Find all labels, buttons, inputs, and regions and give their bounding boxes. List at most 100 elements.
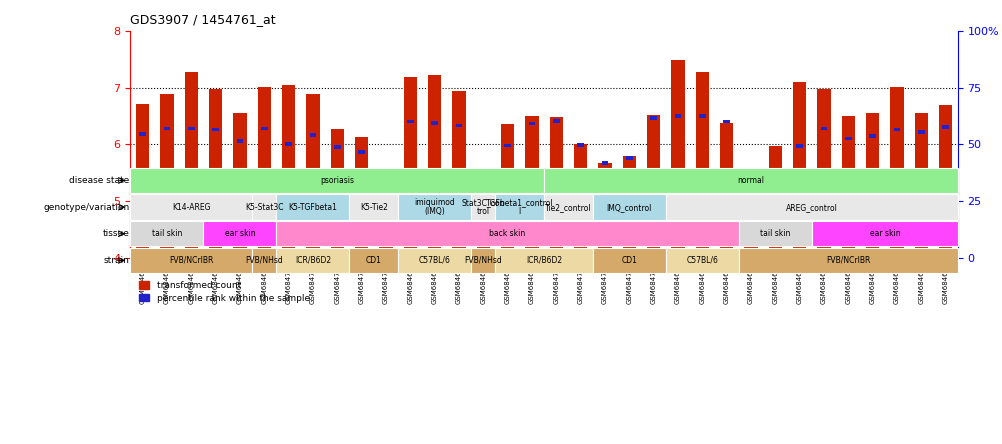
Bar [261, 127, 268, 130]
Text: CD1: CD1 [366, 256, 382, 265]
Bar [130, 194, 252, 220]
Bar [310, 133, 316, 137]
Bar [592, 248, 665, 273]
Bar [543, 194, 592, 220]
Bar [552, 119, 559, 123]
Bar [212, 128, 218, 131]
Bar [398, 194, 471, 220]
Bar [670, 60, 684, 258]
Legend: transformed count, percentile rank within the sample: transformed count, percentile rank withi… [135, 278, 313, 306]
Bar [236, 139, 243, 143]
Bar [349, 248, 398, 273]
Text: K14-AREG: K14-AREG [171, 202, 210, 212]
Bar [743, 202, 757, 258]
Bar [817, 89, 830, 258]
Bar [163, 127, 170, 130]
Bar [625, 156, 632, 160]
Bar [543, 168, 957, 193]
Bar [768, 146, 782, 258]
Bar [277, 248, 349, 273]
Bar [203, 221, 277, 246]
Bar [820, 127, 827, 130]
Bar [398, 248, 471, 273]
Bar [746, 194, 754, 197]
Bar [358, 151, 365, 154]
Bar [844, 137, 851, 140]
Bar [233, 113, 246, 258]
Text: TGFbeta1_control
l: TGFbeta1_control l [486, 198, 553, 217]
Bar [549, 117, 562, 258]
Bar [184, 72, 197, 258]
Text: AREG_control: AREG_control [786, 202, 837, 212]
Bar [622, 156, 635, 258]
Bar [793, 82, 806, 258]
Text: K5-TGFbeta1: K5-TGFbeta1 [289, 202, 337, 212]
Bar [597, 163, 611, 258]
Text: IMQ_control: IMQ_control [606, 202, 651, 212]
Bar [139, 132, 145, 136]
Bar [428, 75, 441, 258]
Bar [811, 221, 957, 246]
Bar [695, 72, 708, 258]
Text: GDS3907 / 1454761_at: GDS3907 / 1454761_at [130, 13, 276, 26]
Text: C57BL/6: C57BL/6 [685, 256, 717, 265]
Bar [865, 113, 879, 258]
Bar [285, 143, 292, 146]
Bar [722, 120, 729, 123]
Bar [382, 180, 389, 183]
Bar [796, 144, 803, 148]
Text: ear skin: ear skin [224, 229, 255, 238]
Bar [480, 169, 486, 172]
Bar [841, 116, 854, 258]
Bar [592, 194, 665, 220]
Bar [674, 114, 680, 118]
Bar [355, 137, 368, 258]
Bar [577, 143, 583, 147]
Text: tissue: tissue [102, 229, 129, 238]
Bar [282, 85, 295, 258]
Bar [130, 248, 252, 273]
Text: FVB/NCrIBR: FVB/NCrIBR [169, 256, 213, 265]
Bar [525, 116, 538, 258]
Bar [890, 87, 903, 258]
Bar [495, 194, 543, 220]
Text: strain: strain [103, 256, 129, 265]
Bar [208, 89, 222, 258]
Bar [160, 95, 173, 258]
Bar [738, 248, 957, 273]
Bar [938, 105, 952, 258]
Bar [665, 248, 738, 273]
Bar [942, 126, 948, 129]
Bar [772, 168, 778, 172]
Text: tail skin: tail skin [760, 229, 790, 238]
Text: tail skin: tail skin [151, 229, 182, 238]
Text: K5-Stat3C: K5-Stat3C [244, 202, 284, 212]
Bar [649, 116, 656, 119]
Bar [130, 221, 203, 246]
Bar [500, 124, 514, 258]
Text: genotype/variation: genotype/variation [43, 202, 129, 212]
Bar [471, 194, 495, 220]
Bar [349, 194, 398, 220]
Text: disease state: disease state [69, 176, 129, 185]
Bar [738, 221, 811, 246]
Bar [719, 123, 732, 258]
Bar [334, 145, 341, 149]
Bar [407, 120, 413, 123]
Text: ear skin: ear skin [869, 229, 899, 238]
Bar [187, 127, 194, 130]
Text: K5-Tie2: K5-Tie2 [360, 202, 388, 212]
Bar [252, 194, 277, 220]
Bar [665, 194, 957, 220]
Text: C57BL/6: C57BL/6 [418, 256, 450, 265]
Text: Tie2_control: Tie2_control [545, 202, 591, 212]
Bar [277, 194, 349, 220]
Text: psoriasis: psoriasis [320, 176, 354, 185]
Bar [135, 103, 149, 258]
Bar [130, 168, 543, 193]
Bar [431, 121, 438, 125]
Bar [258, 87, 271, 258]
Bar [504, 143, 510, 147]
Text: ICR/B6D2: ICR/B6D2 [525, 256, 562, 265]
Text: FVB/NCrIBR: FVB/NCrIBR [826, 256, 870, 265]
